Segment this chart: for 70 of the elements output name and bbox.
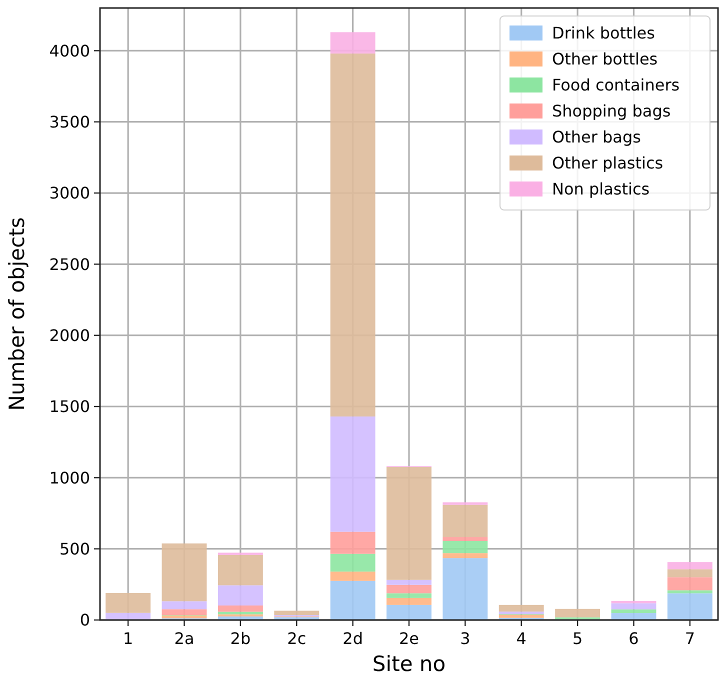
bar [106, 592, 151, 613]
x-axis-title: Site no [372, 652, 446, 676]
y-axis-title: Number of objects [5, 217, 29, 411]
legend-label: Drink bottles [552, 24, 655, 43]
bar [330, 532, 376, 554]
bar [218, 612, 263, 614]
bar [386, 580, 432, 585]
bar [498, 604, 544, 612]
x-tick-label: 2d [342, 629, 363, 648]
bar [218, 585, 263, 606]
bar [274, 610, 320, 616]
x-tick-label: 4 [516, 629, 526, 648]
y-tick-label: 2500 [49, 254, 90, 274]
legend-label: Shopping bags [552, 102, 671, 121]
bar [442, 504, 488, 538]
bar [162, 543, 207, 602]
bar [162, 609, 207, 616]
legend-label: Food containers [552, 76, 680, 95]
bar [162, 615, 207, 618]
bar [442, 558, 488, 620]
bar [667, 569, 712, 578]
x-tick-label: 1 [122, 629, 134, 648]
bar [330, 572, 376, 581]
bar [218, 554, 263, 586]
bar [442, 502, 488, 505]
bar [386, 593, 432, 598]
bar [667, 577, 712, 590]
bar [386, 467, 432, 580]
bar [330, 416, 376, 532]
bar [386, 598, 432, 605]
y-tick-label: 3500 [49, 112, 90, 132]
bar [611, 603, 656, 610]
x-tick-label: 5 [572, 629, 583, 648]
y-tick-label: 4000 [49, 41, 90, 60]
legend-label: Other plastics [552, 154, 664, 173]
bar [218, 605, 263, 612]
bar [330, 554, 376, 572]
x-tick-label: 3 [460, 629, 470, 648]
x-tick-label: 2a [174, 629, 194, 648]
bar [667, 593, 712, 620]
bar [106, 612, 151, 620]
y-tick-label: 1500 [49, 397, 90, 416]
x-tick-label: 6 [628, 629, 639, 648]
y-tick-label: 2000 [49, 326, 90, 345]
x-tick-label: 7 [684, 629, 696, 648]
bar [330, 54, 376, 416]
bar [667, 562, 712, 570]
y-tick-label: 3000 [49, 184, 90, 203]
bar [442, 553, 488, 558]
y-tick-label: 500 [59, 539, 90, 558]
legend-label: Other bags [552, 128, 641, 147]
x-tick-label: 2e [398, 629, 420, 648]
bar [555, 608, 600, 618]
legend-label: Other bottles [552, 50, 658, 69]
bar [330, 580, 376, 620]
bar [611, 613, 656, 620]
bar [498, 615, 544, 618]
bar [442, 541, 488, 554]
bar [386, 604, 432, 620]
bar [386, 584, 432, 594]
x-tick-label: 2c [287, 629, 306, 648]
bar [611, 609, 656, 614]
x-tick-label: 2b [230, 629, 251, 648]
bar [162, 601, 207, 610]
legend-label: Non plastics [552, 180, 650, 199]
y-tick-label: 1000 [49, 468, 90, 488]
bar [330, 32, 376, 54]
bar [498, 612, 544, 614]
y-tick-label: 0 [80, 610, 90, 630]
bar [442, 537, 488, 542]
